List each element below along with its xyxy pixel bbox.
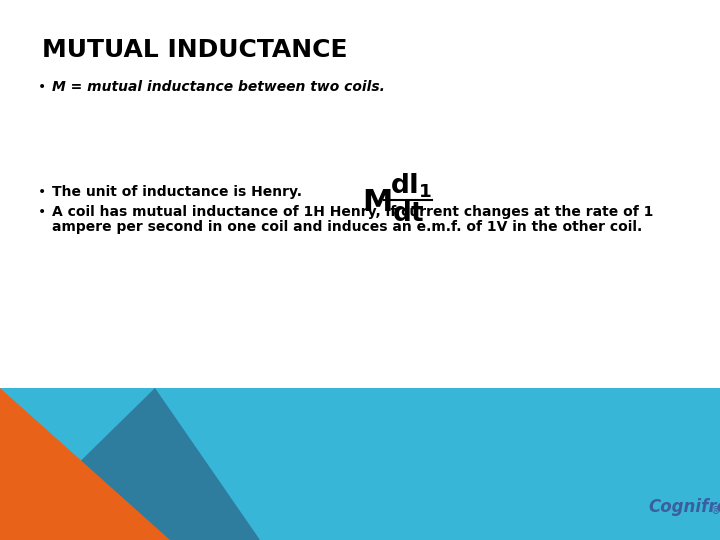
Text: •: • (38, 185, 46, 199)
Polygon shape (0, 388, 720, 540)
Text: The unit of inductance is Henry.: The unit of inductance is Henry. (52, 185, 302, 199)
Text: •: • (38, 205, 46, 219)
Polygon shape (0, 388, 170, 540)
Text: ampere per second in one coil and induces an e.m.f. of 1V in the other coil.: ampere per second in one coil and induce… (52, 220, 642, 234)
Text: MUTUAL INDUCTANCE: MUTUAL INDUCTANCE (42, 38, 348, 62)
Text: $\mathbf{M}$: $\mathbf{M}$ (362, 188, 392, 217)
Text: M = mutual inductance between two coils.: M = mutual inductance between two coils. (52, 80, 385, 94)
Text: Cognifront: Cognifront (648, 498, 720, 516)
Text: A coil has mutual inductance of 1H Henry, if current changes at the rate of 1: A coil has mutual inductance of 1H Henry… (52, 205, 653, 219)
Text: $\mathbf{dI_1}$: $\mathbf{dI_1}$ (390, 172, 433, 200)
Text: $\mathbf{dt}$: $\mathbf{dt}$ (392, 201, 425, 227)
Text: ®: ® (710, 506, 720, 516)
Text: •: • (38, 80, 46, 94)
Polygon shape (0, 388, 260, 540)
